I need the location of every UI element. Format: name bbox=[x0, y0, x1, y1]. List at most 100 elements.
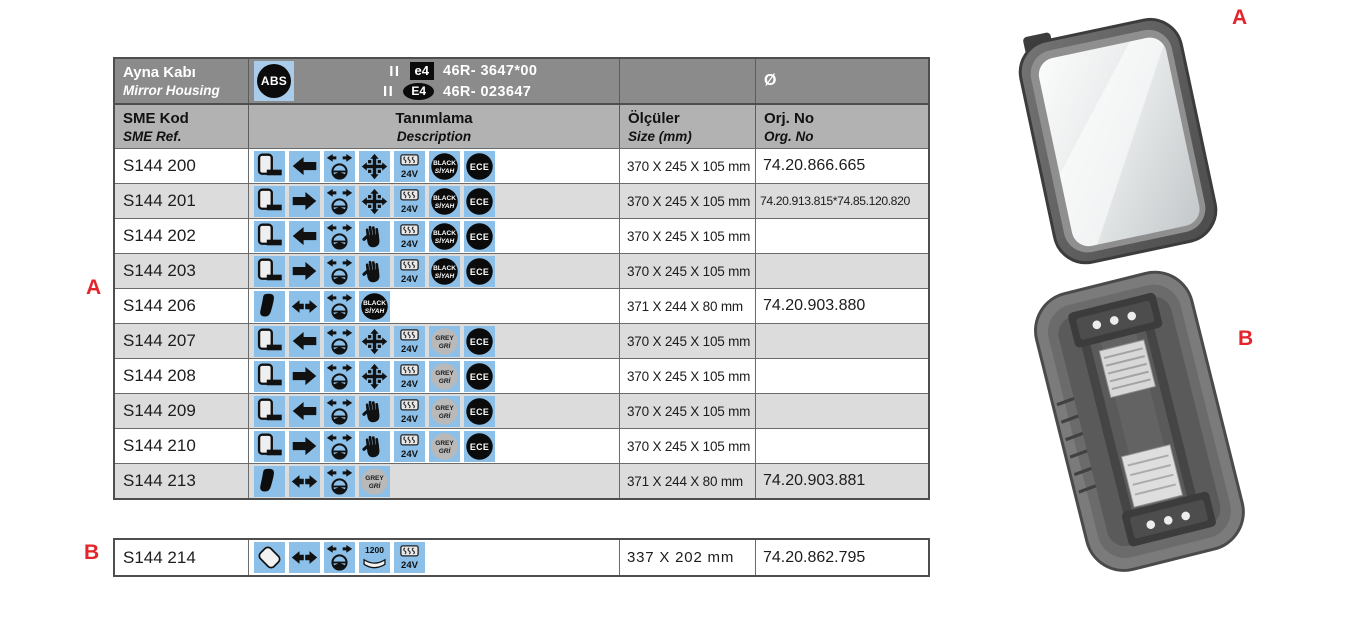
svg-text:24V: 24V bbox=[401, 239, 419, 250]
svg-text:ECE: ECE bbox=[470, 406, 489, 416]
table-row: S144 207 24V GREY GRİ ECE 370 X 245 X 105 mm bbox=[115, 323, 928, 358]
description-icons: 24V BLACK SİYAH ECE bbox=[249, 219, 620, 253]
glass-shape-icon bbox=[254, 542, 285, 573]
table-row: S144 206 BLACK SİYAH 371 X 244 X 80 mm 74.20… bbox=[115, 288, 928, 323]
approval-numbers: II e4 46R- 3647*00 II E4 46R- 023647 bbox=[383, 62, 561, 100]
sme-code: S144 206 bbox=[115, 289, 249, 323]
sme-code: S144 214 bbox=[115, 540, 249, 575]
svg-text:24V: 24V bbox=[401, 449, 419, 460]
size-value: 370 X 245 X 105 mm bbox=[620, 184, 756, 218]
steering-adjust-icon bbox=[324, 185, 355, 217]
ece-badge-icon: ECE bbox=[464, 395, 495, 427]
description-icons: 24V GREY GRİ ECE bbox=[249, 359, 620, 393]
orj-no-value bbox=[756, 324, 928, 358]
svg-text:GREY: GREY bbox=[365, 475, 384, 482]
description-icons: 24V GREY GRİ ECE bbox=[249, 324, 620, 358]
table-row: S144 208 24V GREY GRİ ECE 370 X 245 X 105 mm bbox=[115, 358, 928, 393]
black-badge-icon: BLACK SİYAH bbox=[359, 290, 390, 322]
steering-adjust-icon bbox=[324, 360, 355, 392]
main-table: Ayna Kabı Mirror Housing ABS II e4 46R- … bbox=[113, 57, 930, 500]
figure-label-a: A bbox=[1232, 6, 1248, 29]
svg-text:SİYAH: SİYAH bbox=[435, 200, 455, 209]
svg-text:BLACK: BLACK bbox=[433, 230, 456, 237]
heated-24v-icon: 24V bbox=[394, 150, 425, 182]
column-header-description: Tanımlama Description bbox=[249, 105, 620, 148]
svg-text:GREY: GREY bbox=[435, 440, 454, 447]
heated-24v-icon: 24V bbox=[394, 220, 425, 252]
grey-badge-icon: GREY GRİ bbox=[429, 395, 460, 427]
ece-badge-icon: ECE bbox=[464, 185, 495, 217]
svg-text:GREY: GREY bbox=[435, 335, 454, 342]
column-header-orjno: Orj. No Org. No bbox=[756, 105, 928, 148]
svg-text:GREY: GREY bbox=[435, 370, 454, 377]
orj-no-value bbox=[756, 394, 928, 428]
electric-adjust-icon bbox=[359, 185, 390, 217]
second-table-body: S144 214 1200 24V 337 X 202 mm 74.20.862.795 bbox=[115, 540, 928, 575]
product-title-cell: Ayna Kabı Mirror Housing bbox=[115, 59, 249, 103]
description-icons: 24V BLACK SİYAH ECE bbox=[249, 184, 620, 218]
steering-adjust-icon bbox=[324, 430, 355, 462]
ece-badge-icon: ECE bbox=[464, 325, 495, 357]
arrow-left-icon bbox=[289, 220, 320, 252]
steering-adjust-icon bbox=[324, 290, 355, 322]
orj-no-value bbox=[756, 429, 928, 463]
e4-badge-icon: e4 bbox=[409, 62, 434, 80]
mirror-arm-icon bbox=[254, 395, 285, 427]
heated-24v-icon: 24V bbox=[394, 430, 425, 462]
col-size-en: Size (mm) bbox=[628, 128, 692, 144]
black-badge-icon: BLACK SİYAH bbox=[429, 185, 460, 217]
section-label-a: A bbox=[86, 276, 102, 299]
orj-no-value bbox=[756, 219, 928, 253]
col-orj-tr: Orj. No bbox=[764, 109, 815, 127]
svg-text:24V: 24V bbox=[401, 560, 419, 571]
mirror-housing-front-image bbox=[1018, 17, 1218, 265]
svg-text:24V: 24V bbox=[401, 414, 419, 425]
orj-no-value: 74.20.862.795 bbox=[763, 548, 866, 566]
steering-adjust-icon bbox=[324, 150, 355, 182]
black-badge-icon: BLACK SİYAH bbox=[429, 150, 460, 182]
table-row: S144 201 24V BLACK SİYAH ECE 370 X 245 X 105 … bbox=[115, 183, 928, 218]
black-badge-icon: BLACK SİYAH bbox=[429, 220, 460, 252]
ece-badge-icon: ECE bbox=[464, 220, 495, 252]
approval-number-2: 46R- 023647 bbox=[443, 83, 532, 100]
arrow-right-icon bbox=[289, 430, 320, 462]
description-icons: 24V GREY GRİ ECE bbox=[249, 394, 620, 428]
housing-shape-icon bbox=[254, 290, 285, 322]
svg-text:GREY: GREY bbox=[435, 405, 454, 412]
mirror-arm-icon bbox=[254, 185, 285, 217]
manual-adjust-icon bbox=[359, 430, 390, 462]
manual-adjust-icon bbox=[359, 220, 390, 252]
sme-code: S144 213 bbox=[115, 464, 249, 498]
svg-text:BLACK: BLACK bbox=[363, 300, 386, 307]
description-icons: GREY GRİ bbox=[249, 464, 620, 498]
svg-text:ECE: ECE bbox=[470, 266, 489, 276]
svg-text:SİYAH: SİYAH bbox=[365, 305, 385, 314]
mirror-arm-icon bbox=[254, 430, 285, 462]
svg-text:ECE: ECE bbox=[470, 371, 489, 381]
electric-adjust-icon bbox=[359, 360, 390, 392]
grey-badge-icon: GREY GRİ bbox=[429, 430, 460, 462]
svg-text:1200: 1200 bbox=[365, 545, 384, 555]
table-row: S144 203 24V BLACK SİYAH ECE 370 X 245 X 105 … bbox=[115, 253, 928, 288]
heated-24v-icon: 24V bbox=[394, 185, 425, 217]
table-row: S144 209 24V GREY GRİ ECE 370 X 245 X 105 mm bbox=[115, 393, 928, 428]
table-row: S144 213 GREY GRİ 371 X 244 X 80 mm 74.20.90… bbox=[115, 463, 928, 498]
steering-adjust-icon bbox=[324, 325, 355, 357]
sme-code: S144 208 bbox=[115, 359, 249, 393]
svg-text:SİYAH: SİYAH bbox=[435, 270, 455, 279]
ece-badge-icon: ECE bbox=[464, 255, 495, 287]
arrow-left-icon bbox=[289, 325, 320, 357]
description-icons: 24V GREY GRİ ECE bbox=[249, 429, 620, 463]
description-icons: 24V BLACK SİYAH ECE bbox=[249, 254, 620, 288]
size-value: 370 X 245 X 105 mm bbox=[620, 149, 756, 183]
size-value: 370 X 245 X 105 mm bbox=[620, 359, 756, 393]
size-value: 337 X 202 mm bbox=[620, 540, 756, 575]
svg-text:ECE: ECE bbox=[470, 336, 489, 346]
arrows-leftright-icon bbox=[289, 542, 320, 573]
table-header-columns: SME Kod SME Ref. Tanımlama Description Ö… bbox=[115, 103, 928, 148]
col-desc-tr: Tanımlama bbox=[395, 109, 473, 127]
sme-code: S144 202 bbox=[115, 219, 249, 253]
size-value: 370 X 245 X 105 mm bbox=[620, 429, 756, 463]
orj-no-value bbox=[756, 254, 928, 288]
